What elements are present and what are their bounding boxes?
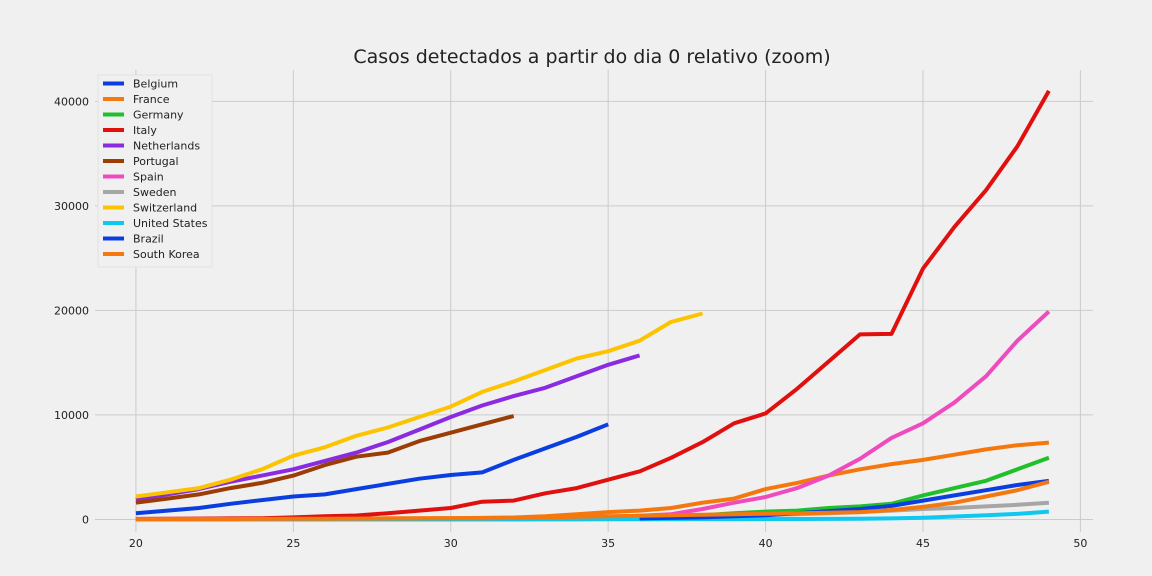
x-tick-label: 35 <box>601 537 615 550</box>
legend: Belgium France Germany Italy Netherlands Port… <box>97 74 213 268</box>
legend-label-brazil: Brazil <box>133 233 164 246</box>
x-tick-label: 30 <box>444 537 458 550</box>
legend-label-belgium: Belgium <box>133 78 178 91</box>
series-line-portugal <box>135 414 515 505</box>
legend-label-south-korea: South Korea <box>133 248 200 261</box>
series-layer <box>135 89 1051 522</box>
chart-title: Casos detectados a partir do dia 0 relat… <box>353 46 830 68</box>
tick-labels: 20 25 30 35 40 45 50 0 10000 20000 30000 40000 <box>54 95 1087 550</box>
x-tick-label: 50 <box>1073 537 1087 550</box>
legend-label-united-states: United States <box>133 217 208 230</box>
series-line-south-korea <box>135 479 1050 522</box>
y-tick-label: 20000 <box>54 304 89 317</box>
legend-label-sweden: Sweden <box>133 186 176 199</box>
y-tick-label: 0 <box>82 513 89 526</box>
legend-label-netherlands: Netherlands <box>133 140 200 153</box>
legend-label-portugal: Portugal <box>133 155 179 168</box>
x-tick-label: 40 <box>759 537 773 550</box>
legend-label-italy: Italy <box>133 124 157 137</box>
y-tick-label: 30000 <box>54 200 89 213</box>
x-tick-label: 20 <box>129 537 143 550</box>
x-tick-label: 45 <box>916 537 930 550</box>
series-line-brazil <box>639 478 1050 521</box>
series-line-belgium <box>135 422 609 516</box>
legend-box <box>97 74 213 268</box>
plot-background <box>95 70 1093 532</box>
series-line-switzerland <box>135 311 704 499</box>
legend-label-germany: Germany <box>133 109 184 122</box>
x-tick-label: 25 <box>286 537 300 550</box>
y-tick-label: 40000 <box>54 95 89 108</box>
legend-label-france: France <box>133 93 170 106</box>
legend-label-spain: Spain <box>133 171 164 184</box>
legend-label-switzerland: Switzerland <box>133 202 197 215</box>
y-tick-label: 10000 <box>54 409 89 422</box>
grid <box>95 70 1093 532</box>
